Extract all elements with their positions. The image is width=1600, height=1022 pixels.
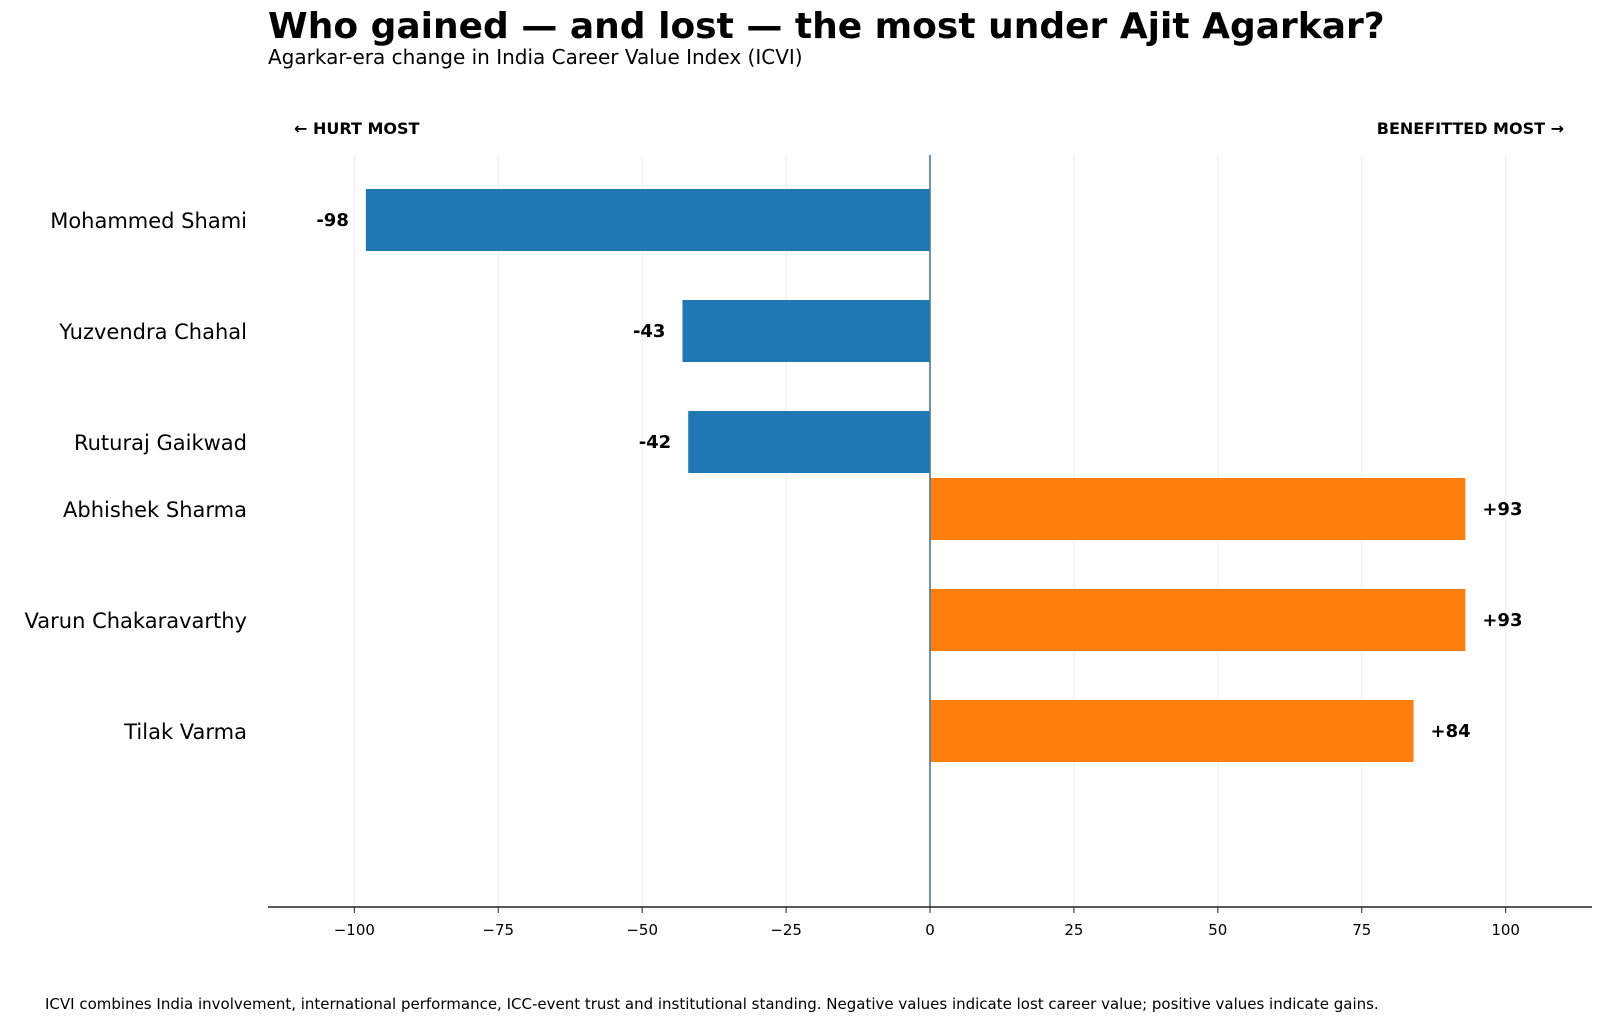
x-tick-label: −100 <box>334 921 375 939</box>
category-label: Abhishek Sharma <box>63 498 247 522</box>
value-label: +93 <box>1482 499 1522 520</box>
bar-mohammed-shami <box>365 189 931 251</box>
bar-tilak-varma <box>930 700 1414 762</box>
x-tick-label: −50 <box>626 921 658 939</box>
footnote: ICVI combines India involvement, interna… <box>45 995 1379 1013</box>
chart-title: Who gained — and lost — the most under A… <box>268 6 1385 47</box>
chart-subtitle: Agarkar-era change in India Career Value… <box>268 45 803 69</box>
category-label: Ruturaj Gaikwad <box>74 431 247 455</box>
x-axis: −100 −75 −50 −25 0 25 50 75 100 <box>268 155 1592 939</box>
category-label: Varun Chakaravarthy <box>25 609 247 633</box>
value-label: +84 <box>1431 721 1471 742</box>
benefitted-most-label: BENEFITTED MOST → <box>1377 119 1564 138</box>
value-label: -42 <box>639 432 672 453</box>
bar-abhishek-sharma <box>930 478 1466 540</box>
category-label: Yuzvendra Chahal <box>58 320 247 344</box>
value-label: -98 <box>316 210 349 231</box>
value-label: -43 <box>633 321 666 342</box>
x-tick-label: 75 <box>1352 921 1371 939</box>
bar-ruturaj-gaikwad <box>688 411 930 473</box>
bars <box>365 189 1466 762</box>
category-label: Tilak Varma <box>123 720 247 744</box>
labels: Mohammed Shami -98 Yuzvendra Chahal -43 Rutu… <box>25 209 1523 744</box>
x-tick-label: −75 <box>482 921 514 939</box>
x-tick-label: 0 <box>925 921 935 939</box>
x-tick-label: 50 <box>1208 921 1227 939</box>
hurt-most-label: ← HURT MOST <box>294 119 419 138</box>
x-tick-label: 25 <box>1064 921 1083 939</box>
value-label: +93 <box>1482 610 1522 631</box>
x-tick-label: −25 <box>770 921 802 939</box>
bar-varun-chakaravarthy <box>930 589 1466 651</box>
category-label: Mohammed Shami <box>50 209 247 233</box>
bar-yuzvendra-chahal <box>682 300 930 362</box>
x-tick-label: 100 <box>1491 921 1520 939</box>
